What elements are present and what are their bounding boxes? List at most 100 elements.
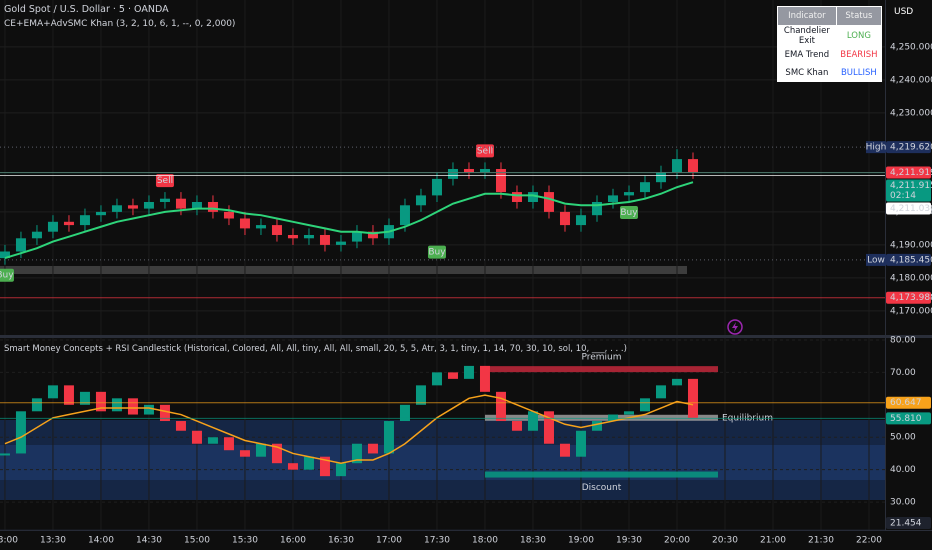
candle-body [511,192,522,202]
candle-body [47,221,58,232]
y-tick-label: 40.00 [890,465,916,475]
price-badge-label: 4,185.450 [890,255,932,265]
rsi-candle [143,404,154,415]
x-tick-label: 20:30 [712,536,738,546]
price-badge-label: 4,173.988 [890,293,932,303]
y-tick-label: 4,250.000 [890,42,932,52]
rsi-candle [415,385,426,405]
rsi-candle [639,398,650,412]
candle-body [447,168,458,179]
candle-body [623,192,634,196]
rsi-candle [95,391,106,412]
candle-body [319,234,330,245]
candle-body [543,192,554,212]
y-tick-label: 4,170.000 [890,306,932,316]
x-tick-label: 18:30 [520,536,546,546]
table-cell: SMC Khan [785,68,829,78]
x-tick-label: 17:30 [424,536,450,546]
currency[interactable]: USD [894,7,914,17]
rsi-candle [207,437,218,444]
candle-body [175,198,186,209]
rsi-candle [15,411,26,454]
y-tick-label: 4,240.000 [890,75,932,85]
candle-body [63,221,74,226]
y-tick-label: 4,230.000 [890,108,932,118]
candle-body [527,192,538,202]
rsi-candle [623,411,634,415]
candle-body [207,201,218,212]
x-tick-label: 14:30 [136,536,162,546]
signal-label: Buy [0,271,14,281]
table-cell: LONG [846,31,871,41]
x-tick-label: 20:00 [664,536,690,546]
candle-body [671,159,682,173]
signal-label: Buy [428,248,446,258]
x-tick-label: 14:00 [88,536,114,546]
candle-body [335,241,346,245]
candle-body [159,198,170,202]
candle-body [655,172,666,183]
rsi-candle [47,385,58,399]
indicator-title: CE+EMA+AdvSMC Khan (3, 2, 10, 6, 1, --, … [4,19,236,29]
rsi-candle [687,378,698,418]
rsi-candle [111,398,122,412]
status-table: Indicator Status Chandelier Exit LONG EMA … [777,6,883,82]
alert-bolt [732,322,738,332]
rsi-candle [255,443,266,457]
rsi-candle [127,398,138,415]
rsi-candle [191,430,202,444]
rsi-candle [463,365,474,379]
rsi-candle [239,450,250,457]
candle-body [95,211,106,216]
rsi-candle [575,430,586,457]
candle-body [463,168,474,173]
candle-body [0,251,10,259]
rsi-candle [367,443,378,454]
table-header: Indicator [777,6,837,26]
x-tick-label: 19:00 [568,536,594,546]
rsi-candle [383,421,394,454]
candle-body [639,182,650,193]
rsi-candle [303,456,314,470]
rsi-candle [447,372,458,379]
level-tag [866,253,886,266]
smc-zone [484,471,718,478]
rsi-ma-line [4,394,694,464]
candle-body [239,218,250,229]
x-tick-label: 18:00 [472,536,498,546]
table-cell: EMA Trend [784,50,830,60]
rsi-candle [63,385,74,405]
alert-icon[interactable] [727,319,743,335]
rsi-candle [591,421,602,431]
x-tick-label: 21:00 [760,536,786,546]
signal-badge [155,174,174,188]
rsi-candle [319,456,330,477]
table-cell: Chandelier Exit [783,26,830,46]
price-badge-label: 4,219.620 [890,143,932,153]
level-tag-label: High [866,143,887,153]
price-badge [886,141,931,154]
rsi-candle [479,365,490,392]
price-badge-label: 55.810 [890,414,922,424]
x-tick-label: 19:30 [616,536,642,546]
x-tick-label: 17:00 [376,536,402,546]
rsi-candle [223,437,234,451]
price-badge [886,179,931,202]
rsi-candle [0,453,10,456]
rsi-candle [271,443,282,464]
x-tick-label: 15:30 [232,536,258,546]
candle-body [367,231,378,239]
candle-body [191,201,202,209]
y-tick-label: 30.00 [890,498,916,508]
x-tick-label: 15:00 [184,536,210,546]
rsi-candle [527,411,538,431]
candle-body [351,231,362,242]
candle-body [303,234,314,239]
candle-body [415,195,426,206]
x-tick-label: 22:00 [856,536,882,546]
x-tick-label: 13:00 [0,536,18,546]
rsi-candle [607,414,618,422]
price-badge-label: 4,211.919 [890,168,932,178]
smc-zone-label: Premium [581,353,621,363]
